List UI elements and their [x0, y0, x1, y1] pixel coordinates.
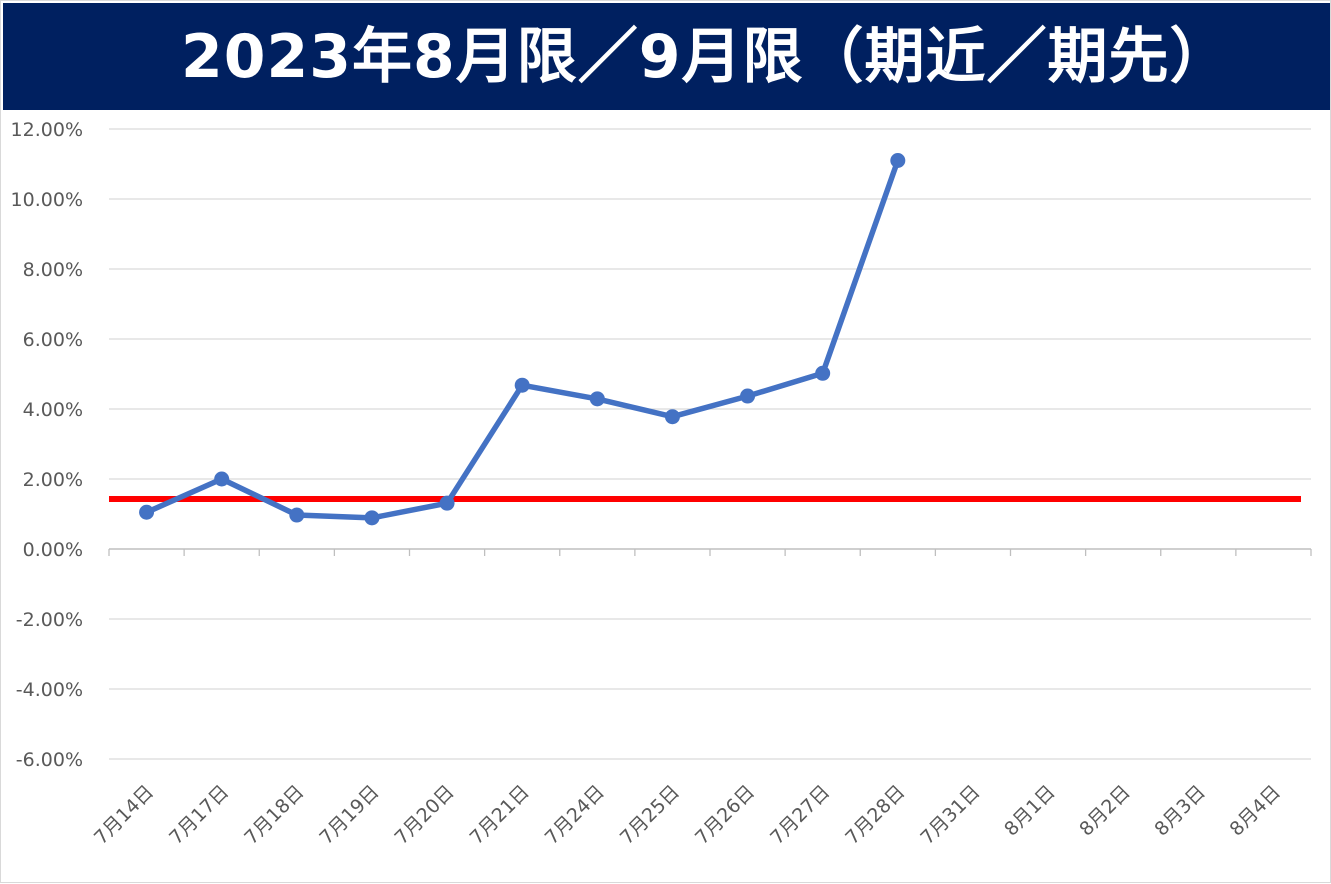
data-point-marker: [740, 388, 756, 404]
y-axis-tick-labels: 12.00% 10.00% 8.00% 6.00% 4.00% 2.00% 0.00% -2.…: [11, 119, 83, 771]
x-tick-label: 7月14日: [90, 781, 158, 849]
y-tick-label: -2.00%: [16, 609, 83, 631]
data-point-marker: [664, 409, 680, 425]
x-tick-label: 7月21日: [466, 781, 534, 849]
x-tick-label: 7月27日: [766, 781, 834, 849]
x-tick-label: 7月17日: [165, 781, 233, 849]
data-point-marker: [364, 510, 380, 526]
grid-layer: [109, 128, 1311, 760]
y-tick-label: 0.00%: [23, 539, 83, 561]
y-tick-label: 8.00%: [23, 259, 83, 281]
y-tick-label: 10.00%: [11, 189, 83, 211]
data-point-marker: [514, 377, 530, 393]
x-tick-label: 8月4日: [1225, 781, 1285, 841]
data-point-marker: [589, 391, 605, 407]
y-tick-label: 6.00%: [23, 329, 83, 351]
series-layer: [139, 153, 906, 526]
y-tick-label: -4.00%: [16, 679, 83, 701]
y-tick-label: 2.00%: [23, 469, 83, 491]
x-tick-label: 8月2日: [1075, 781, 1135, 841]
x-tick-label: 7月18日: [240, 781, 308, 849]
x-tick-label: 7月19日: [315, 781, 383, 849]
x-tick-label: 7月28日: [841, 781, 909, 849]
data-point-marker: [815, 365, 831, 381]
x-tick-label: 7月24日: [541, 781, 609, 849]
y-tick-label: -6.00%: [16, 749, 83, 771]
data-point-marker: [139, 504, 155, 520]
data-point-marker: [289, 507, 305, 523]
x-tick-label: 7月25日: [616, 781, 684, 849]
data-point-marker: [214, 471, 230, 487]
data-point-marker: [890, 153, 906, 168]
x-tick-label: 7月20日: [391, 781, 459, 849]
chart-title: 2023年8月限／9月限（期近／期先）: [181, 22, 1231, 92]
y-tick-label: 12.00%: [11, 119, 83, 141]
data-point-marker: [439, 495, 455, 511]
y-tick-label: 4.00%: [23, 399, 83, 421]
x-axis: [108, 548, 1312, 556]
x-tick-label: 8月3日: [1150, 781, 1210, 841]
x-tick-label: 7月26日: [691, 781, 759, 849]
x-tick-label: 8月1日: [1000, 781, 1060, 841]
title-banner: 2023年8月限／9月限（期近／期先）: [3, 3, 1330, 110]
x-axis-tick-labels: 7月14日 7月17日 7月18日 7月19日 7月20日 7月21日 7月24日 7月25日…: [90, 781, 1285, 849]
x-tick-label: 7月31日: [916, 781, 984, 849]
